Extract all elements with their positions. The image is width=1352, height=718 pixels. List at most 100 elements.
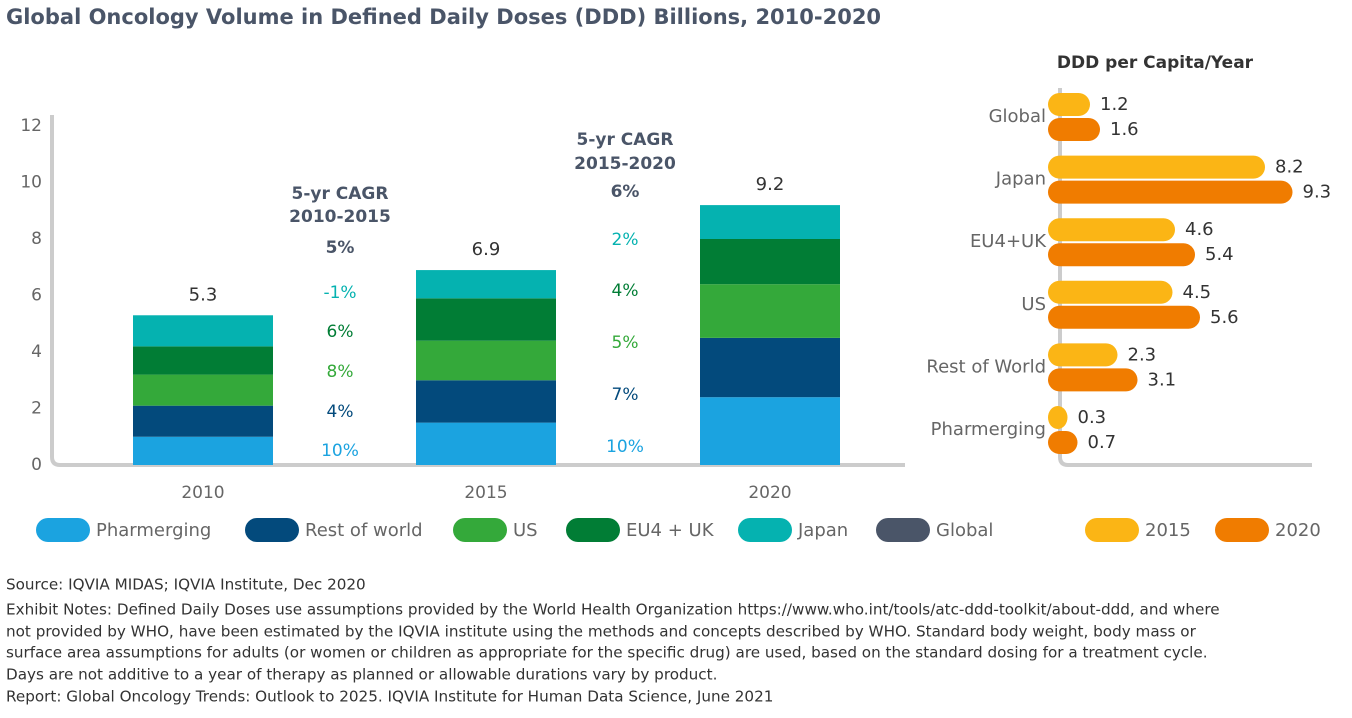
bar-segment bbox=[133, 405, 273, 437]
bar bbox=[1048, 155, 1265, 179]
legend-swatch bbox=[1215, 518, 1269, 542]
bar-segment bbox=[700, 337, 840, 398]
value-label: 0.3 bbox=[1078, 407, 1107, 428]
category-label: Rest of World bbox=[926, 356, 1046, 377]
bar-segment bbox=[700, 205, 840, 239]
legend-label: Japan bbox=[797, 520, 848, 541]
footnote: Source: IQVIA MIDAS; IQVIA Institute, De… bbox=[6, 576, 366, 594]
total-label: 9.2 bbox=[756, 174, 785, 195]
y-tick-label: 4 bbox=[31, 342, 42, 362]
bar-segment bbox=[700, 397, 840, 465]
cagr-value: 8% bbox=[327, 362, 354, 382]
x-tick-label: 2010 bbox=[181, 483, 224, 503]
y-tick-label: 12 bbox=[20, 116, 42, 136]
bar bbox=[1048, 218, 1175, 242]
value-label: 5.4 bbox=[1205, 244, 1234, 265]
cagr-value: 4% bbox=[612, 281, 639, 301]
bar-segment bbox=[133, 315, 273, 347]
legend-label: 2020 bbox=[1275, 520, 1321, 541]
value-label: 0.7 bbox=[1088, 432, 1117, 453]
bar bbox=[1048, 93, 1090, 116]
cagr-value: 4% bbox=[327, 402, 354, 422]
value-label: 5.6 bbox=[1210, 307, 1239, 328]
bar-segment bbox=[700, 239, 840, 285]
bar bbox=[1048, 243, 1195, 267]
value-label: 2.3 bbox=[1128, 344, 1157, 365]
bar-segment bbox=[133, 346, 273, 375]
axis bbox=[50, 115, 905, 467]
bar-segment bbox=[416, 380, 556, 423]
bar-segment bbox=[416, 422, 556, 465]
value-label: 3.1 bbox=[1148, 369, 1177, 390]
bar bbox=[1048, 431, 1078, 454]
value-label: 4.5 bbox=[1183, 282, 1212, 303]
value-label: 8.2 bbox=[1275, 157, 1304, 178]
footnote: Report: Global Oncology Trends: Outlook … bbox=[6, 688, 773, 706]
footnote: surface area assumptions for adults (or … bbox=[6, 644, 1208, 662]
legend-swatch bbox=[876, 518, 930, 542]
y-tick-label: 0 bbox=[31, 455, 42, 475]
y-tick-label: 6 bbox=[31, 286, 42, 306]
y-tick-label: 2 bbox=[31, 399, 42, 419]
x-tick-label: 2015 bbox=[464, 483, 507, 503]
cagr-global: 5% bbox=[326, 238, 355, 258]
cagr-value: 5% bbox=[612, 333, 639, 353]
category-label: Global bbox=[989, 106, 1046, 127]
cagr-value: -1% bbox=[323, 283, 356, 303]
value-label: 1.6 bbox=[1110, 119, 1139, 140]
value-label: 4.6 bbox=[1185, 219, 1214, 240]
y-tick-label: 8 bbox=[31, 229, 42, 249]
footnote: Exhibit Notes: Defined Daily Doses use a… bbox=[6, 601, 1220, 619]
subchart-title: DDD per Capita/Year bbox=[1057, 53, 1254, 73]
cagr-value: 2% bbox=[612, 230, 639, 250]
axis bbox=[1058, 88, 1312, 467]
legend-swatch bbox=[566, 518, 620, 542]
category-label: EU4+UK bbox=[970, 231, 1047, 252]
cagr-value: 10% bbox=[321, 441, 359, 461]
bar-segment bbox=[416, 270, 556, 299]
legend-swatch bbox=[1085, 518, 1139, 542]
legend-swatch bbox=[738, 518, 792, 542]
bar-segment bbox=[133, 436, 273, 465]
category-label: Pharmerging bbox=[931, 419, 1046, 440]
total-label: 6.9 bbox=[472, 239, 501, 260]
cagr-value: 7% bbox=[612, 385, 639, 405]
legend-swatch bbox=[36, 518, 90, 542]
cagr-period: 2010-2015 bbox=[289, 207, 391, 227]
cagr-title: 5-yr CAGR bbox=[577, 130, 674, 150]
bar-segment bbox=[700, 284, 840, 338]
x-tick-label: 2020 bbox=[748, 483, 791, 503]
legend-label: Rest of world bbox=[305, 520, 423, 541]
category-label: Japan bbox=[995, 169, 1046, 190]
footnote: not provided by WHO, have been estimated… bbox=[6, 623, 1197, 641]
legend-label: EU4 + UK bbox=[626, 520, 715, 541]
legend-swatch bbox=[245, 518, 299, 542]
bar bbox=[1048, 280, 1173, 304]
bar bbox=[1048, 368, 1138, 392]
value-label: 1.2 bbox=[1100, 94, 1129, 115]
bar bbox=[1048, 305, 1200, 329]
legend-label: 2015 bbox=[1145, 520, 1191, 541]
legend-label: Global bbox=[936, 520, 993, 541]
footnote: Days are not additive to a year of thera… bbox=[6, 666, 717, 684]
total-label: 5.3 bbox=[189, 284, 218, 305]
cagr-value: 6% bbox=[327, 322, 354, 342]
bar bbox=[1048, 180, 1293, 204]
bar-segment bbox=[416, 340, 556, 381]
cagr-period: 2015-2020 bbox=[574, 154, 676, 174]
legend-label: Pharmerging bbox=[96, 520, 211, 541]
bar-segment bbox=[133, 374, 273, 406]
bar bbox=[1048, 118, 1100, 141]
cagr-global: 6% bbox=[611, 182, 640, 202]
cagr-title: 5-yr CAGR bbox=[292, 184, 389, 204]
bar-segment bbox=[416, 298, 556, 341]
y-tick-label: 10 bbox=[20, 173, 42, 193]
bar bbox=[1048, 343, 1118, 367]
cagr-value: 10% bbox=[606, 437, 644, 457]
chart-title: Global Oncology Volume in Defined Daily … bbox=[6, 5, 881, 29]
bar bbox=[1048, 406, 1068, 429]
legend-swatch bbox=[453, 518, 507, 542]
category-label: US bbox=[1021, 294, 1046, 315]
value-label: 9.3 bbox=[1303, 182, 1332, 203]
